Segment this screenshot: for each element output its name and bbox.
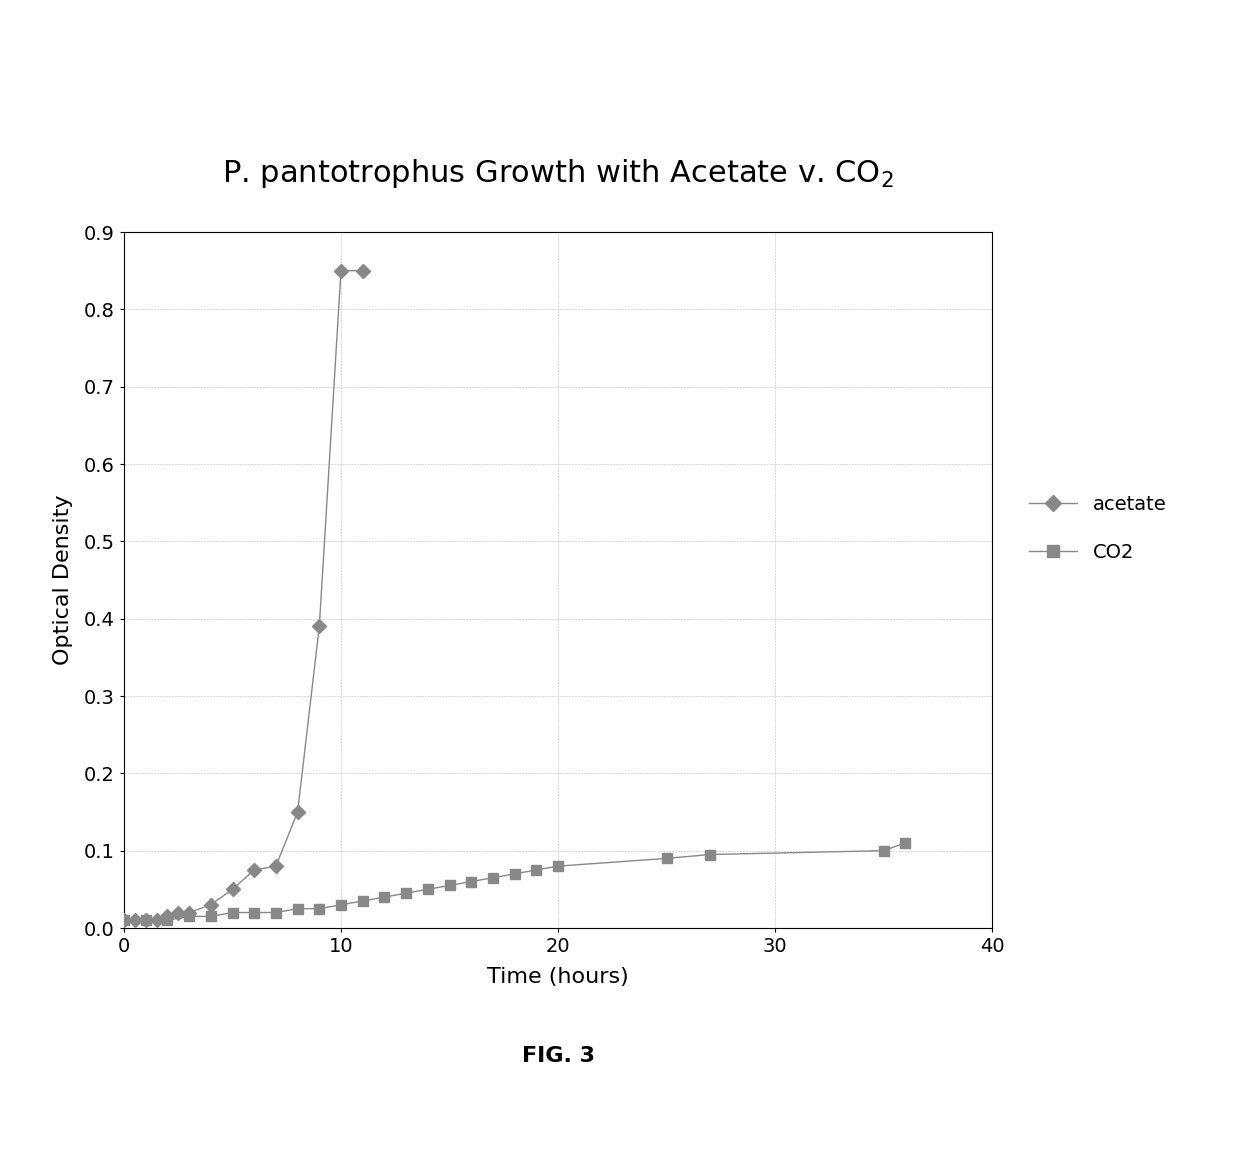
CO2 <box>528 863 543 877</box>
acetate <box>226 883 241 897</box>
CO2 <box>420 883 435 897</box>
CO2 <box>203 909 218 923</box>
acetate <box>203 898 218 912</box>
CO2 <box>398 886 413 900</box>
CO2 <box>181 909 196 923</box>
acetate <box>117 913 131 927</box>
CO2 <box>311 901 326 915</box>
CO2 <box>226 906 241 920</box>
Line: acetate: acetate <box>119 266 367 926</box>
CO2 <box>268 906 283 920</box>
CO2 <box>355 894 370 908</box>
X-axis label: Time (hours): Time (hours) <box>487 967 629 987</box>
Legend: acetate, CO2: acetate, CO2 <box>1019 485 1177 572</box>
CO2 <box>160 913 175 927</box>
acetate <box>171 906 186 920</box>
CO2 <box>898 836 913 850</box>
CO2 <box>507 867 522 880</box>
CO2 <box>485 871 500 885</box>
acetate <box>247 863 262 877</box>
acetate <box>311 619 326 633</box>
CO2 <box>660 851 675 865</box>
acetate <box>149 913 164 927</box>
CO2 <box>464 875 479 889</box>
CO2 <box>441 878 456 892</box>
acetate <box>334 263 348 277</box>
CO2 <box>247 906 262 920</box>
CO2 <box>875 843 890 857</box>
Line: CO2: CO2 <box>119 838 910 926</box>
CO2 <box>377 890 392 904</box>
Text: P. pantotrophus Growth with Acetate v. CO$_2$: P. pantotrophus Growth with Acetate v. C… <box>222 158 894 190</box>
CO2 <box>334 898 348 912</box>
acetate <box>128 913 143 927</box>
CO2 <box>702 848 717 862</box>
acetate <box>138 913 154 927</box>
CO2 <box>290 901 305 915</box>
acetate <box>290 805 305 819</box>
acetate <box>268 860 283 873</box>
CO2 <box>117 913 131 927</box>
acetate <box>160 909 175 923</box>
CO2 <box>138 913 154 927</box>
Text: FIG. 3: FIG. 3 <box>522 1045 594 1066</box>
acetate <box>355 263 370 277</box>
acetate <box>181 906 196 920</box>
CO2 <box>551 860 565 873</box>
Y-axis label: Optical Density: Optical Density <box>53 495 73 665</box>
